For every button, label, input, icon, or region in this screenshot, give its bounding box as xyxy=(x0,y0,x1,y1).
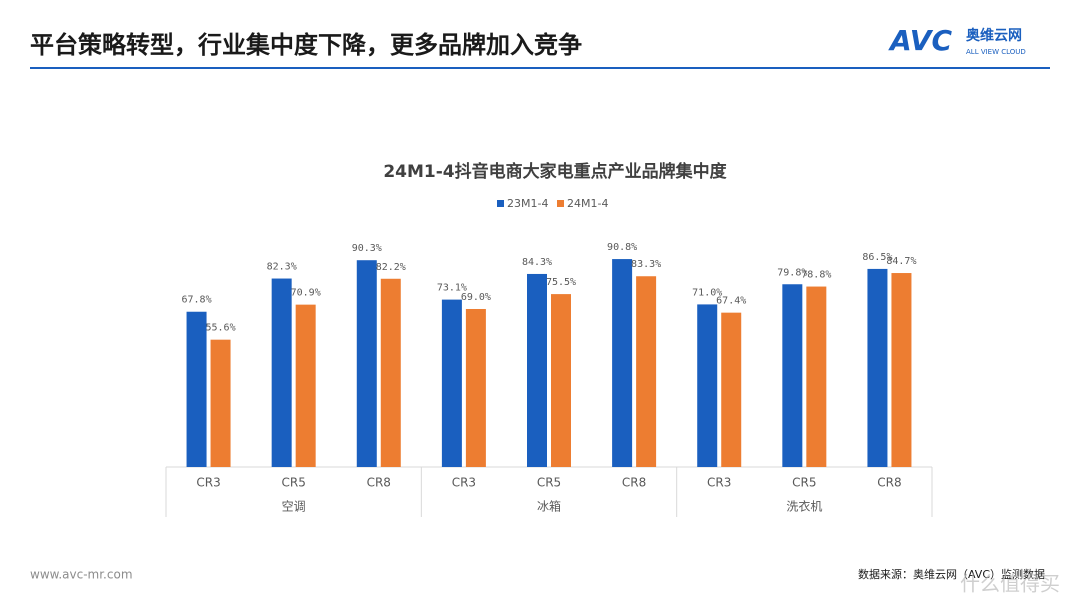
value-label: 82.2% xyxy=(376,262,406,273)
source: 数据来源：奥维云网（AVC）监测数据 xyxy=(858,567,1045,581)
watermark: 什么值得买 xyxy=(960,572,1060,596)
bar xyxy=(697,304,718,467)
value-label: 83.3% xyxy=(631,259,661,270)
value-label: 67.4% xyxy=(716,296,746,307)
bar xyxy=(891,273,912,467)
value-label: 79.8% xyxy=(777,267,807,278)
bar xyxy=(551,294,571,467)
x-tick-label: CR5 xyxy=(281,476,305,490)
chart-title: 24M1-4抖音电商大家电重点产业品牌集中度 xyxy=(383,161,727,182)
value-label: 75.5% xyxy=(546,277,576,288)
logo-cn: 奥维云网 xyxy=(966,27,1022,44)
x-tick-label: CR3 xyxy=(707,476,731,490)
x-tick-label: CR3 xyxy=(452,476,476,490)
bar xyxy=(721,312,742,467)
bar xyxy=(295,304,316,467)
group-label: 空调 xyxy=(282,500,306,514)
legend-label: 24M1-4 xyxy=(567,197,608,210)
value-label: 78.8% xyxy=(801,270,831,281)
x-tick-label: CR8 xyxy=(877,476,901,490)
page-title: 平台策略转型，行业集中度下降，更多品牌加入竞争 xyxy=(30,31,582,59)
value-label: 67.8% xyxy=(182,295,212,306)
value-label: 90.8% xyxy=(607,242,637,253)
value-label: 84.3% xyxy=(522,257,552,268)
value-label: 70.9% xyxy=(291,288,321,299)
x-tick-label: CR5 xyxy=(792,476,816,490)
bar xyxy=(356,260,377,467)
x-tick-label: CR8 xyxy=(367,476,391,490)
value-label: 73.1% xyxy=(437,283,467,294)
website: www.avc-mr.com xyxy=(30,568,133,582)
bar xyxy=(210,339,231,467)
bar xyxy=(782,284,803,467)
bar xyxy=(612,259,633,467)
bar xyxy=(186,311,207,467)
value-label: 86.5% xyxy=(862,252,892,263)
value-label: 84.7% xyxy=(886,256,916,267)
bar xyxy=(465,308,486,467)
bar xyxy=(380,278,401,467)
logo: AVC xyxy=(888,24,952,57)
bar xyxy=(867,268,888,467)
bar xyxy=(527,273,547,467)
value-label: 69.0% xyxy=(461,292,491,303)
value-label: 82.3% xyxy=(267,262,297,273)
x-tick-label: CR5 xyxy=(537,476,561,490)
bar xyxy=(441,299,462,467)
legend-label: 23M1-4 xyxy=(507,197,548,210)
group-label: 冰箱 xyxy=(537,499,561,514)
legend-swatch xyxy=(497,200,504,207)
logo-en: ALL VIEW CLOUD xyxy=(966,48,1026,56)
value-label: 71.0% xyxy=(692,287,722,298)
value-label: 55.6% xyxy=(206,323,236,334)
x-tick-label: CR3 xyxy=(196,476,220,490)
bar xyxy=(806,286,827,467)
legend-swatch xyxy=(557,200,564,207)
bar xyxy=(271,278,292,467)
x-tick-label: CR8 xyxy=(622,476,646,490)
group-label: 洗衣机 xyxy=(786,499,822,514)
value-label: 90.3% xyxy=(352,243,382,254)
bar xyxy=(636,276,657,467)
